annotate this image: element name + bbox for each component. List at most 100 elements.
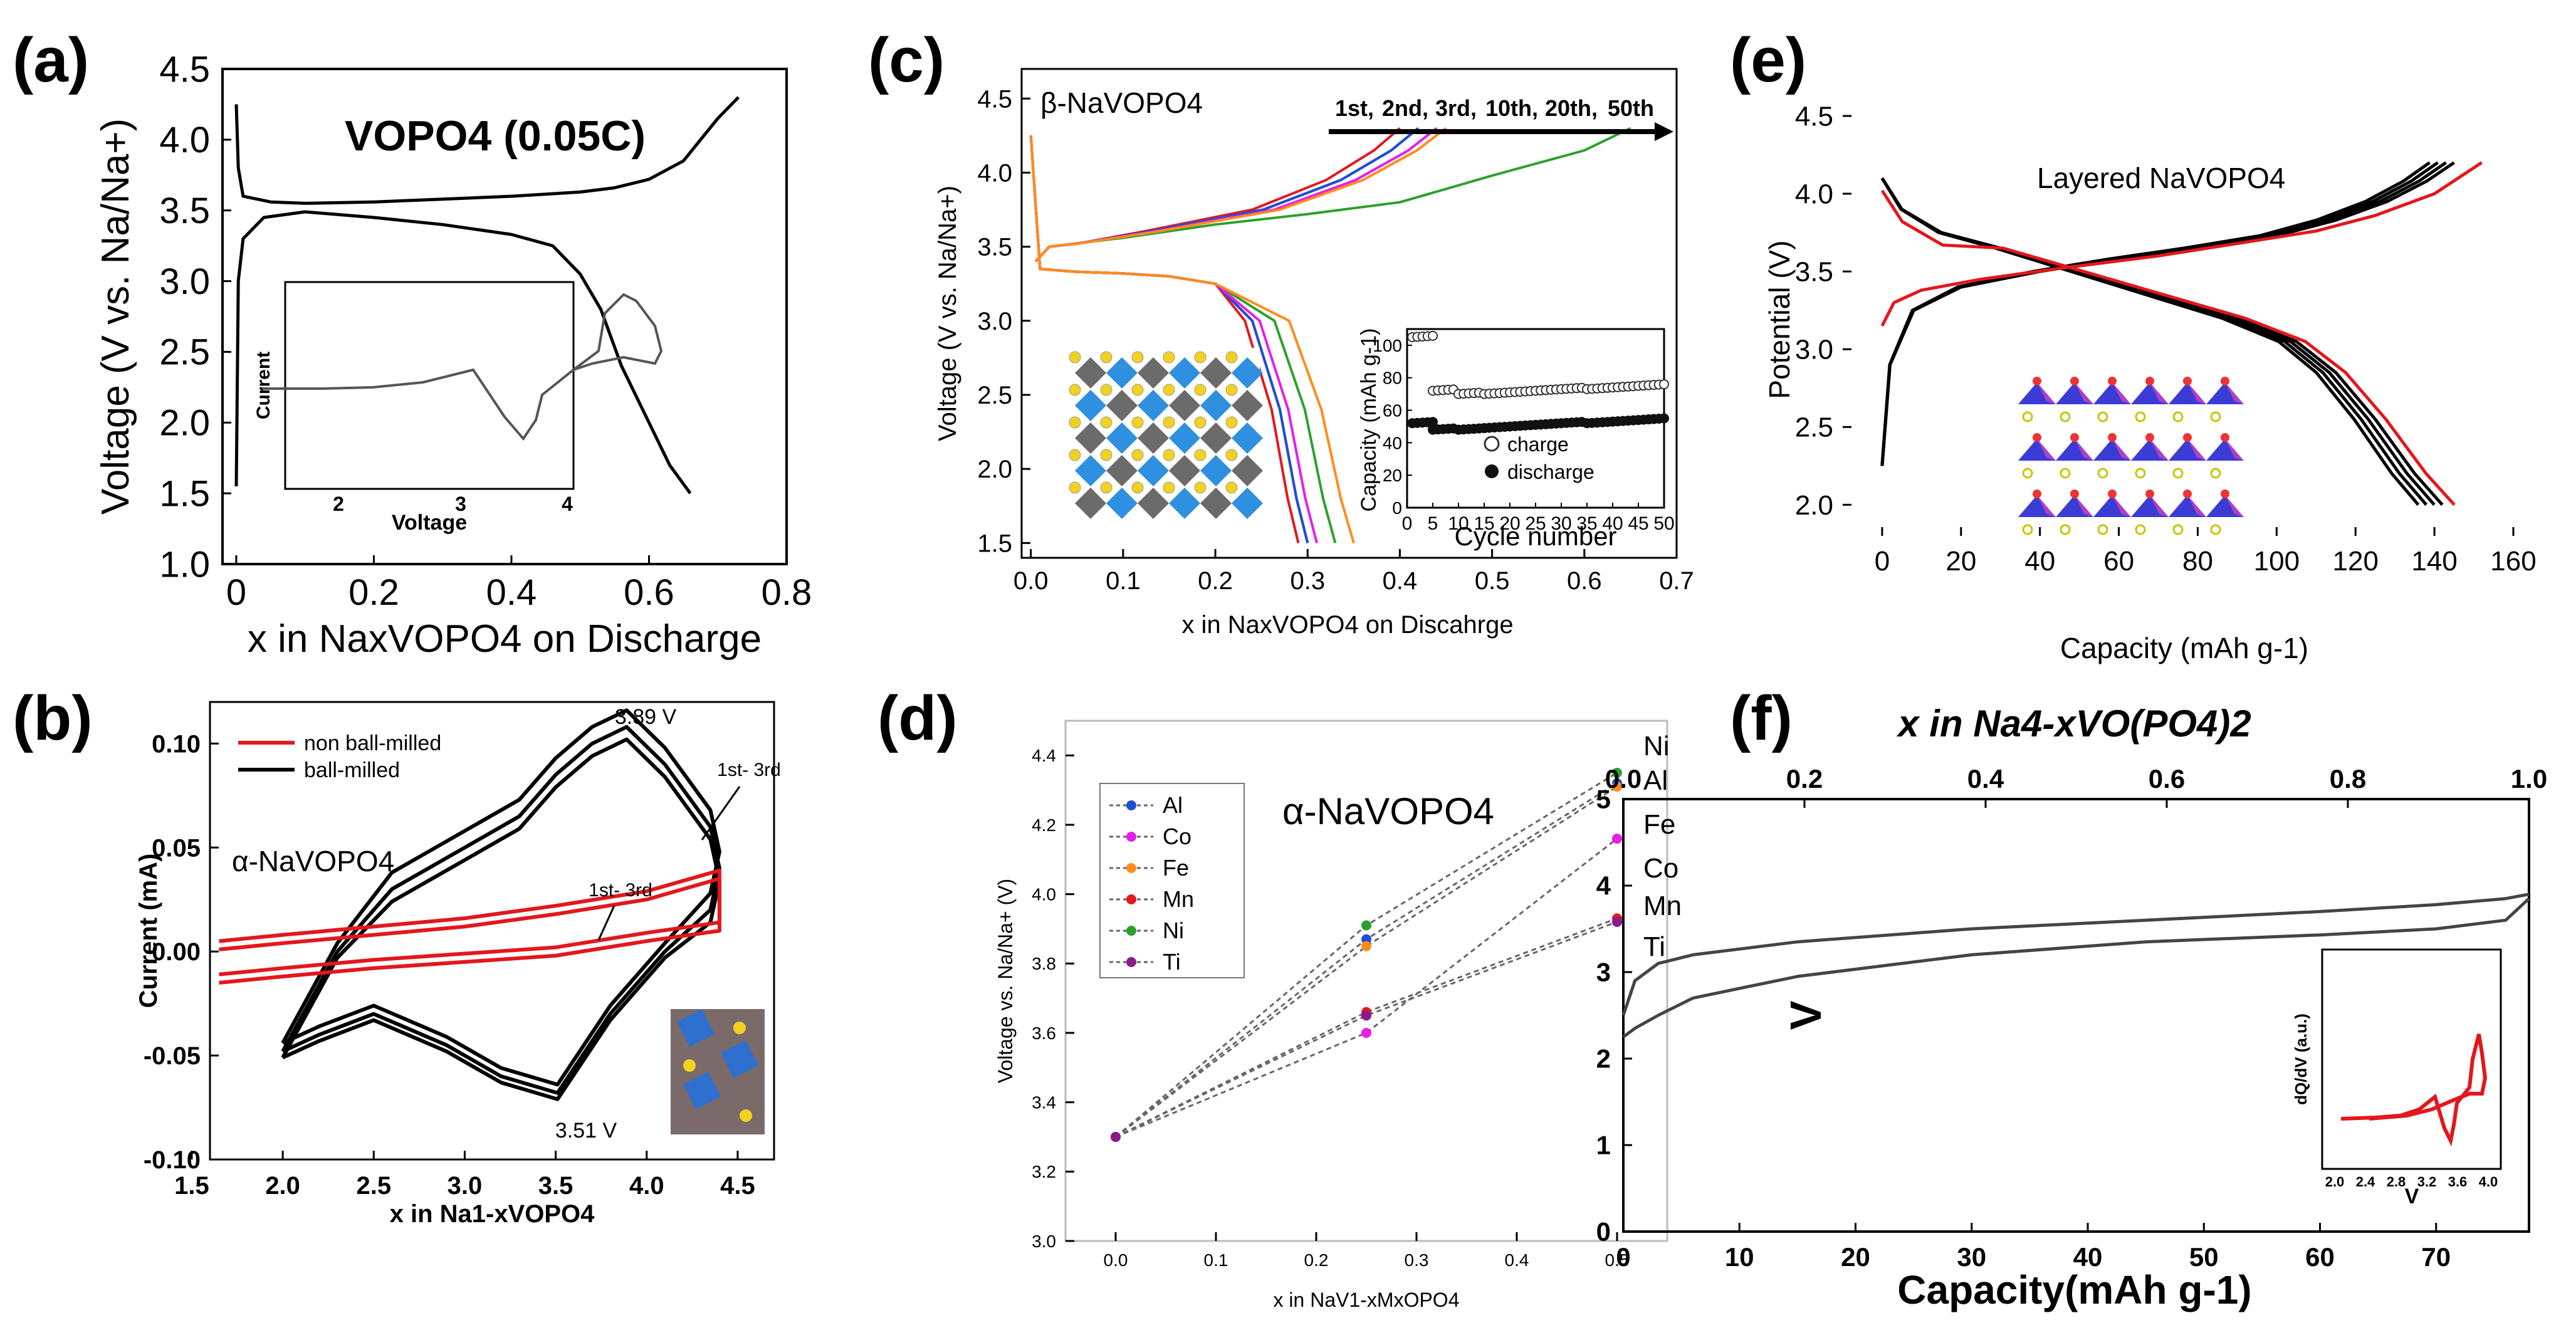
legend-label: 3rd, [1435, 95, 1477, 121]
crystal-polyhedron [2187, 439, 2206, 461]
panel-label-c: (c) [868, 25, 945, 95]
crystal-polyhedron [2225, 382, 2244, 404]
crystal-polyhedron [2037, 439, 2056, 461]
inset-frame-a [284, 281, 575, 490]
panel-label-a: (a) [13, 25, 89, 95]
y-axis-label: Voltage (V vs. Na/Na+) [934, 186, 961, 441]
crystal-polyhedron [2225, 439, 2244, 461]
crystal-polyhedron [1075, 390, 1106, 421]
crystal-polyhedron [1232, 357, 1263, 389]
y-tick-label: 4.0 [159, 120, 210, 160]
inset-xtick-a: 2 [333, 493, 344, 515]
crystal-atom [2060, 524, 2071, 535]
y-tick-label: 3.0 [1032, 1232, 1056, 1251]
crystal-atom [2060, 411, 2071, 422]
series-end-label: Mn [1643, 891, 1682, 921]
x-axis-label: x in NaxVOPO4 on Discahrge [1181, 611, 1513, 639]
series-end-label: Fe [1643, 809, 1675, 840]
x-tick-label: 0.1 [1106, 567, 1141, 595]
inset-xtick-a: 3 [455, 493, 466, 515]
crystal-atom [1131, 449, 1144, 461]
top-tick-label: 0.6 [2149, 764, 2185, 793]
inset-x-tick-label: 40 [1602, 513, 1623, 534]
legend-label: Fe [1163, 855, 1189, 881]
crystal-polyhedron [2037, 495, 2056, 517]
crystal-atom [2221, 489, 2229, 498]
series-end-label: Ti [1643, 931, 1665, 962]
x-tick-label: 40 [2024, 546, 2055, 577]
crystal-atom [2060, 468, 2071, 479]
crystal-atom [2022, 524, 2033, 535]
annotation-arrow [597, 905, 615, 941]
x-tick-label: 0 [1616, 1242, 1630, 1272]
annotation-label: 1st- 3rd [717, 760, 781, 780]
legend-marker-Fe [1126, 863, 1136, 873]
legend-marker-Ni [1126, 926, 1136, 936]
series-end-label: Al [1643, 765, 1668, 796]
crystal-atom [2145, 377, 2154, 385]
x-tick-label: 0.1 [1204, 1250, 1228, 1270]
y-tick-label: 3.0 [977, 308, 1012, 335]
inset-ylabel-f: dQ/dV (a.u.) [2291, 1013, 2310, 1105]
series-end-label: Co [1643, 853, 1678, 884]
y-tick-label: 2.0 [1795, 490, 1833, 521]
crystal-atom [1163, 384, 1175, 396]
inset-x-tick-label: 0 [1402, 513, 1413, 534]
crystal-atom [2097, 468, 2108, 479]
series-charge-red [1880, 161, 2483, 327]
data-point-Co [1361, 1028, 1371, 1038]
series-end-label: Ni [1643, 731, 1670, 762]
crystal-atom [2221, 377, 2229, 385]
crystal-polyhedron [1138, 422, 1169, 454]
x-tick-label: 1.5 [174, 1172, 209, 1200]
data-point-Ni [1361, 920, 1371, 931]
crystal-polyhedron [1200, 488, 1232, 519]
plot-frame-d [1064, 720, 1668, 1242]
crystal-atom [2221, 433, 2229, 442]
inset-y-tick-label: 80 [1383, 369, 1402, 388]
y-tick-label: 4.5 [977, 85, 1012, 113]
plot-frame-b [209, 701, 775, 1161]
legend-marker-Mn [1126, 894, 1136, 904]
crystal-atom [1100, 416, 1113, 429]
y-tick-label: 1.5 [977, 530, 1012, 557]
crystal-atom [2210, 411, 2221, 422]
y-tick-label: 4.4 [1032, 746, 1056, 765]
plot-frame-a [221, 68, 788, 565]
y-tick-label: 4.5 [1795, 101, 1833, 132]
crystal-atom [2135, 524, 2146, 535]
inset-dqdv-f [2340, 1034, 2488, 1147]
crystal-polyhedron [2037, 382, 2056, 404]
crystal-atom [1131, 481, 1144, 494]
y-tick-label: 4.0 [977, 159, 1012, 187]
series-line-charge [1621, 892, 2530, 1016]
crystal-polyhedron [2150, 495, 2169, 517]
top-tick-label: 0.2 [1786, 764, 1823, 793]
y-tick-label: 5 [1596, 785, 1611, 814]
data-point-Fe [1361, 941, 1371, 951]
crystal-polyhedron [1169, 488, 1200, 519]
x-tick-label: 0.3 [1290, 567, 1325, 595]
x-tick-label: 20 [1841, 1242, 1870, 1272]
inset-legend-label: discharge [1507, 461, 1594, 483]
crystal-atom [1069, 449, 1081, 461]
crystal-atom [2108, 489, 2117, 498]
crystal-polyhedron [2112, 495, 2131, 517]
crystal-atom [1194, 481, 1207, 494]
y-tick-label: 3.5 [1795, 257, 1833, 288]
x-tick-label: 60 [2305, 1242, 2335, 1272]
crystal-atom [1194, 449, 1207, 461]
y-tick-label: 3.0 [1795, 335, 1833, 365]
crystal-polyhedron [2075, 495, 2093, 517]
crystal-atom [2145, 433, 2154, 442]
series-discharge-black [1880, 177, 2420, 506]
y-tick-label: 3.2 [1032, 1162, 1056, 1181]
crystal-atom [1225, 416, 1238, 429]
crystal-atom [1100, 351, 1113, 364]
chart-title: β-NaVOPO4 [1040, 86, 1203, 119]
y-tick-label: 0.05 [152, 834, 201, 862]
series-line-charge [234, 96, 740, 205]
series-line-non-ball-milled [219, 868, 721, 976]
inset-x-tick-label: 30 [1551, 513, 1571, 534]
